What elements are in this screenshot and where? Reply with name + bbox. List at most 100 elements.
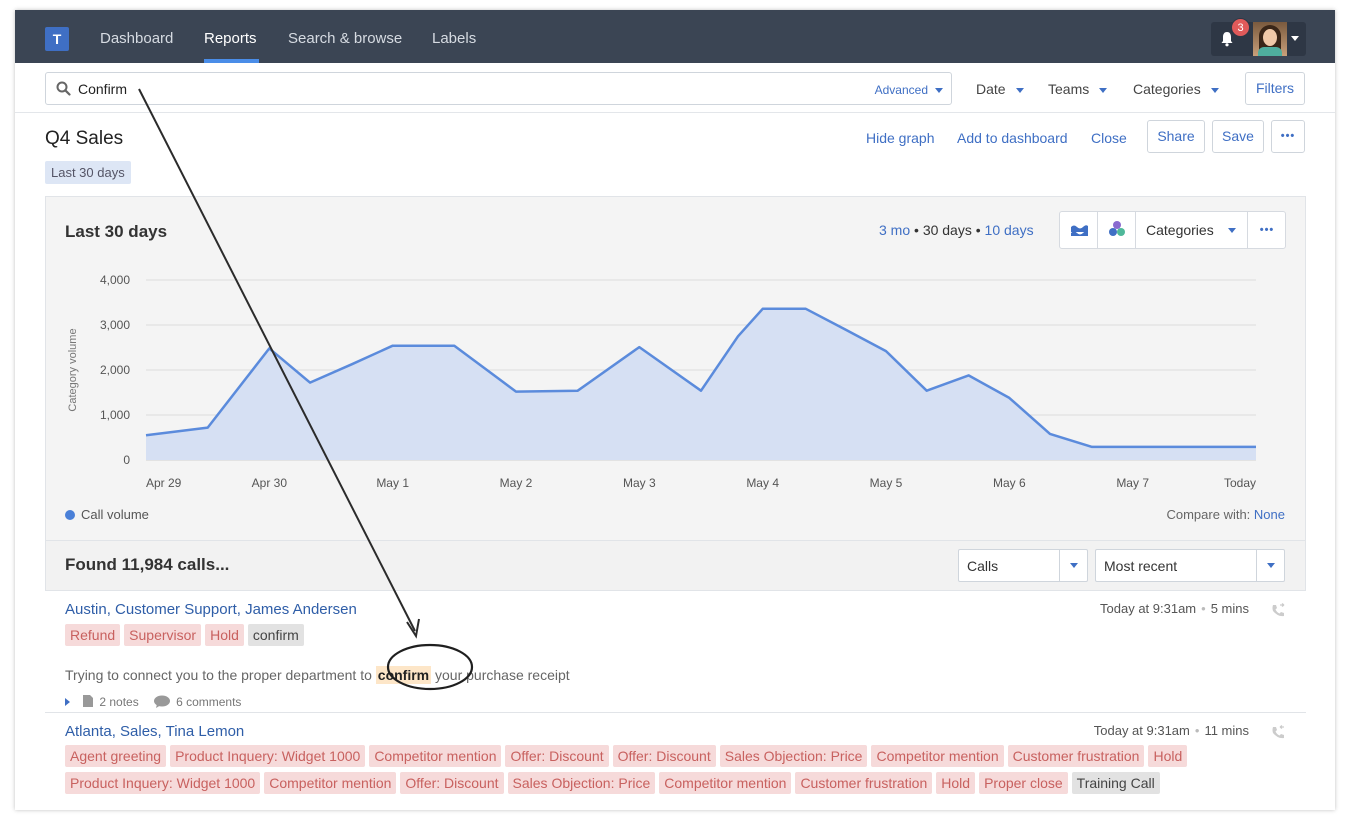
transcript-snippet: Trying to connect you to the proper depa… — [65, 666, 570, 684]
app-logo[interactable]: T — [45, 27, 69, 51]
hide-graph-link[interactable]: Hide graph — [866, 130, 935, 146]
call-title-link[interactable]: Austin, Customer Support, James Andersen — [65, 601, 357, 618]
area-chart-button[interactable] — [1060, 212, 1098, 248]
x-tick-label: May 3 — [623, 476, 656, 490]
y-tick-label: 2,000 — [100, 363, 130, 377]
more-actions-button[interactable]: ••• — [1271, 120, 1305, 153]
tag-row: Agent greeting Product Inquery: Widget 10… — [65, 745, 1265, 772]
separator-dot: • — [1201, 601, 1206, 616]
x-tick-label: Apr 29 — [146, 476, 182, 490]
sort-select[interactable]: Most recent — [1095, 549, 1285, 582]
tag-search-term[interactable]: confirm — [247, 624, 304, 646]
tag[interactable]: Customer frustration — [795, 772, 933, 794]
categories-dropdown-label: Categories — [1146, 222, 1214, 238]
chevron-down-icon — [1210, 87, 1219, 93]
tag[interactable]: Competitor mention — [369, 745, 502, 767]
call-tags: Refund Supervisor Hold confirm — [65, 624, 308, 651]
x-tick-label: May 2 — [500, 476, 533, 490]
date-filter-dropdown[interactable]: Date — [976, 81, 1024, 97]
teams-filter-label: Teams — [1048, 81, 1090, 97]
search-icon — [56, 81, 71, 96]
chevron-down-icon[interactable] — [1291, 36, 1299, 41]
bubble-chart-button[interactable] — [1098, 212, 1136, 248]
tag[interactable]: Offer: Discount — [400, 772, 504, 794]
legend: Call volume — [65, 507, 149, 522]
tag-training-call[interactable]: Training Call — [1071, 772, 1160, 794]
teams-filter-dropdown[interactable]: Teams — [1048, 81, 1108, 97]
call-duration: 11 mins — [1204, 723, 1249, 738]
call-title-link[interactable]: Atlanta, Sales, Tina Lemon — [65, 723, 245, 740]
active-tab-indicator — [204, 59, 259, 63]
tag[interactable]: Offer: Discount — [505, 745, 609, 767]
close-link[interactable]: Close — [1091, 130, 1127, 146]
tag[interactable]: Sales Objection: Price — [719, 745, 868, 767]
call-timestamp: Today at 9:31am — [1100, 601, 1197, 616]
expand-triangle-icon[interactable] — [65, 698, 70, 706]
compare-value-link[interactable]: None — [1253, 507, 1285, 522]
share-button[interactable]: Share — [1147, 120, 1205, 153]
series-line — [145, 307, 1256, 449]
tag[interactable]: Product Inquery: Widget 1000 — [65, 772, 261, 794]
tag[interactable]: Refund — [65, 624, 121, 646]
tag[interactable]: Agent greeting — [65, 745, 167, 767]
chevron-down-icon — [1099, 87, 1108, 93]
graph-title: Last 30 days — [65, 222, 168, 241]
bell-icon[interactable] — [1219, 31, 1235, 47]
avatar[interactable] — [1253, 22, 1287, 56]
chevron-down-icon — [1015, 87, 1024, 93]
add-to-dashboard-link[interactable]: Add to dashboard — [957, 130, 1068, 146]
chevron-down-icon — [1256, 550, 1284, 581]
tag[interactable]: Competitor mention — [871, 745, 1004, 767]
tag[interactable]: Offer: Discount — [612, 745, 716, 767]
sort-select-value: Most recent — [1104, 558, 1178, 574]
tag[interactable]: Customer frustration — [1007, 745, 1145, 767]
user-menu[interactable]: 3 — [1211, 18, 1306, 56]
nav-search-browse[interactable]: Search & browse — [288, 30, 403, 47]
tag[interactable]: Supervisor — [124, 624, 202, 646]
tag-row: Product Inquery: Widget 1000 Competitor m… — [65, 772, 1265, 799]
save-button[interactable]: Save — [1212, 120, 1264, 153]
range-selector: 3 mo • 30 days • 10 days — [879, 222, 1034, 238]
x-tick-label: May 5 — [870, 476, 903, 490]
search-input[interactable]: Confirm Advanced — [45, 72, 952, 105]
call-list-item[interactable]: Atlanta, Sales, Tina Lemon Today at 9:31… — [45, 713, 1306, 810]
date-range-chip[interactable]: Last 30 days — [45, 161, 131, 184]
range-3mo[interactable]: 3 mo — [879, 222, 911, 238]
graph-more-button[interactable]: ••• — [1259, 224, 1275, 236]
call-list-item[interactable]: Austin, Customer Support, James Andersen… — [45, 591, 1306, 713]
legend-dot — [65, 510, 75, 520]
tag[interactable]: Product Inquery: Widget 1000 — [170, 745, 366, 767]
nav-labels[interactable]: Labels — [432, 30, 477, 47]
app-window: T Dashboard Reports Search & browse Labe… — [15, 10, 1335, 810]
top-nav: T Dashboard Reports Search & browse Labe… — [15, 10, 1335, 63]
advanced-search-dropdown[interactable]: Advanced — [875, 83, 943, 97]
separator-dot: • — [1194, 723, 1200, 738]
tag[interactable]: Competitor mention — [264, 772, 397, 794]
notes-count[interactable]: 2 notes — [99, 695, 139, 709]
transcript-text: Trying to connect you to the proper depa… — [65, 667, 376, 683]
type-select[interactable]: Calls — [958, 549, 1088, 582]
tag[interactable]: Hold — [936, 772, 976, 794]
y-tick-label: 1,000 — [100, 408, 130, 422]
y-axis-label: Category volume — [67, 328, 79, 411]
range-30days[interactable]: 30 days — [922, 222, 972, 238]
phone-icon[interactable] — [1270, 603, 1286, 619]
categories-filter-dropdown[interactable]: Categories — [1133, 81, 1219, 97]
tag[interactable]: Proper close — [979, 772, 1068, 794]
tag[interactable]: Sales Objection: Price — [507, 772, 656, 794]
bubble-chart-icon — [1109, 221, 1125, 236]
chevron-down-icon — [935, 88, 943, 94]
x-tick-label: May 4 — [746, 476, 779, 490]
date-filter-label: Date — [976, 81, 1006, 97]
comments-count[interactable]: 6 comments — [176, 695, 242, 709]
nav-reports[interactable]: Reports — [204, 30, 257, 47]
tag[interactable]: Competitor mention — [659, 772, 792, 794]
nav-dashboard[interactable]: Dashboard — [100, 30, 174, 47]
filters-button[interactable]: Filters — [1245, 72, 1305, 105]
range-10days[interactable]: 10 days — [984, 222, 1034, 238]
tag[interactable]: Hold — [205, 624, 244, 646]
categories-dropdown[interactable]: Categories — [1136, 212, 1248, 248]
tag[interactable]: Hold — [1148, 745, 1188, 767]
phone-icon[interactable] — [1270, 725, 1286, 741]
graph-panel: Last 30 days 3 mo • 30 days • 10 days Ca… — [45, 196, 1306, 541]
